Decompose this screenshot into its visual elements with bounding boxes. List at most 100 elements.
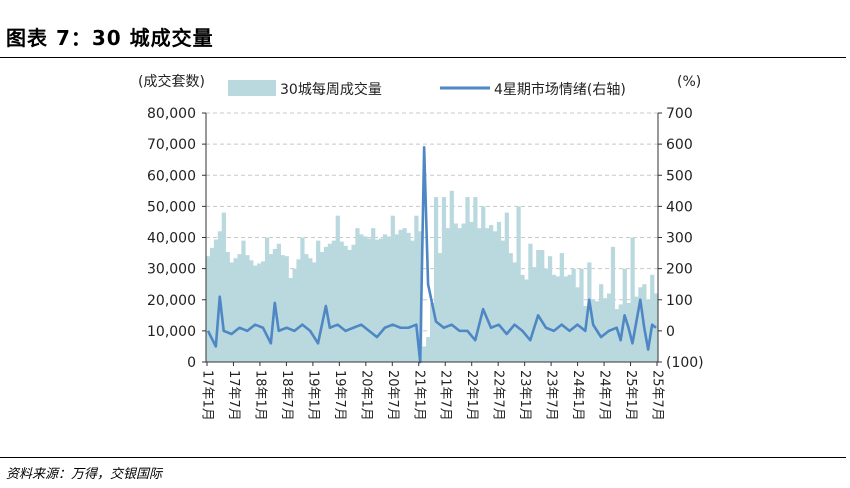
volume-bar [264,237,270,362]
x-tick-label: 20年7月 [385,370,400,421]
volume-bar [402,228,407,362]
volume-bar [308,258,313,362]
page-title: 图表 7：30 城成交量 [6,26,214,50]
left-tick-label: 20,000 [147,293,196,309]
left-axis-unit: (成交套数) [138,73,205,90]
volume-bar [599,284,604,362]
volume-bar [571,268,576,363]
volume-bar [300,237,305,362]
volume-bar [614,309,619,362]
volume-bar [563,276,568,362]
volume-bar [209,247,215,363]
volume-bar [394,234,399,362]
volume-bar [288,277,293,362]
volume-bar [630,237,635,362]
volume-bar [284,256,289,362]
volume-bar [449,190,454,362]
volume-bar [555,276,561,362]
left-tick-label: 30,000 [147,262,196,278]
volume-bar [445,228,450,362]
volume-bar [485,228,490,362]
volume-bar [304,254,309,362]
right-tick-label: 0 [666,324,675,340]
volume-bar [225,252,230,362]
volume-bar [257,263,262,362]
right-tick-label: 700 [666,106,693,122]
x-tick-label: 18年7月 [279,370,294,421]
volume-bar [398,229,403,362]
source-note: 资料来源：万得，交银国际 [6,467,163,482]
sentiment-line [206,145,657,364]
volume-bar [406,232,411,362]
volume-bar [579,268,584,363]
x-tick-label: 17年7月 [226,370,241,421]
volume-bar [559,253,564,362]
volume-bar [461,223,466,362]
volume-bar [512,262,517,362]
volume-bar [496,221,502,362]
volume-bar [221,212,226,362]
volume-bar [520,274,525,362]
volume-bar [453,223,458,362]
volume-bar [343,245,348,362]
volume-bar [536,249,541,362]
x-tick-label: 23年1月 [517,370,532,421]
volume-bar [544,268,549,363]
volume-bar [430,302,435,362]
right-axis-unit: (%) [677,74,701,90]
volume-bar [528,243,533,362]
volume-bar [492,231,498,362]
x-tick-label: 23年7月 [544,370,559,421]
volume-bar [606,293,612,362]
volume-bar [508,253,513,362]
volume-bar [477,228,482,362]
volume-bar [390,215,395,362]
right-tick-label: 300 [666,231,693,247]
volume-bar [504,212,509,362]
right-tick-label: 400 [666,199,693,215]
volume-bar [547,256,553,362]
volume-bar [351,244,356,362]
x-tick-label: 18年1月 [252,370,267,421]
volume-bar [371,228,376,362]
axes: 80,000 70,000 60,000 50,000 40,000 30,000 20,0… [147,106,704,421]
volume-bar [610,246,616,362]
volume-sentiment-chart: 80,000 70,000 60,000 50,000 40,000 30,000 20,0… [138,73,704,421]
left-tick-label: 60,000 [147,168,196,184]
volume-bar [327,243,333,362]
left-tick-label: 50,000 [147,199,196,215]
volume-bar [280,255,285,362]
legend-label-sentiment: 4星期市场情绪(右轴) [494,81,626,98]
volume-bar [296,259,301,362]
left-tick-label: 10,000 [147,324,196,340]
volume-bar [587,262,592,362]
volume-bars [206,190,659,363]
volume-bar [359,234,364,362]
volume-bar [335,215,340,362]
volume-bar [488,225,494,362]
volume-bar [339,241,344,362]
footer-divider [0,457,846,458]
volume-bar [638,287,643,362]
volume-bar [422,346,427,362]
volume-bar [414,215,419,362]
volume-bar [245,255,250,362]
x-tick-label: 24年7月 [597,370,612,421]
x-tick-label: 20年1月 [358,370,373,421]
volume-bar [650,274,655,362]
volume-bar [551,274,557,362]
x-tick-label: 21年7月 [438,370,453,421]
volume-bar [331,240,336,362]
volume-bar [524,279,529,362]
left-tick-label: 40,000 [147,231,196,247]
volume-bar [319,252,325,362]
volume-bar [437,253,443,362]
right-tick-label: 600 [666,137,693,153]
right-tick-label: 500 [666,168,693,184]
volume-bar [426,337,431,362]
volume-bar [229,262,234,362]
title-divider [0,57,846,58]
x-tick-label: 19年7月 [332,370,347,421]
volume-bar [567,274,572,362]
volume-bar [465,197,470,362]
